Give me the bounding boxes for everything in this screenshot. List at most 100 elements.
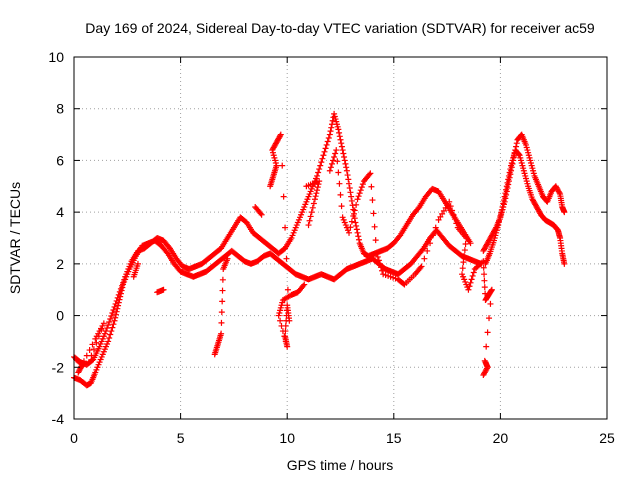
data-point — [515, 151, 522, 158]
x-tick-label: 25 — [599, 430, 615, 446]
data-point — [307, 213, 314, 220]
data-point — [487, 300, 494, 307]
data-point — [313, 190, 320, 197]
data-point — [300, 282, 307, 289]
data-point — [219, 276, 226, 283]
data-point — [451, 216, 458, 223]
data-point — [327, 164, 334, 171]
data-point — [107, 316, 114, 323]
data-point — [111, 317, 118, 324]
data-point — [368, 183, 375, 190]
data-point — [356, 190, 363, 197]
data-point — [346, 229, 353, 236]
data-point — [375, 257, 382, 264]
data-point — [421, 255, 428, 262]
data-point — [483, 343, 490, 350]
data-point — [507, 166, 514, 173]
data-point — [322, 145, 329, 152]
data-point — [279, 328, 286, 335]
data-point — [350, 206, 357, 213]
data-point — [279, 162, 286, 169]
data-point — [446, 198, 453, 205]
data-point — [561, 209, 568, 216]
data-point — [309, 204, 316, 211]
data-point — [482, 359, 489, 366]
data-point — [370, 210, 377, 217]
data-point — [347, 189, 354, 196]
data-point — [429, 232, 436, 239]
data-point — [396, 233, 403, 240]
data-point — [102, 328, 109, 335]
y-tick-label: 4 — [56, 204, 64, 220]
data-point — [104, 325, 111, 332]
data-point — [328, 160, 335, 167]
data-point — [258, 211, 265, 218]
data-point — [116, 288, 123, 295]
data-point — [466, 283, 473, 290]
data-point — [470, 269, 477, 276]
data-point — [503, 183, 510, 190]
data-point — [354, 196, 361, 203]
x-tick-label: 10 — [279, 430, 295, 446]
data-point — [219, 298, 226, 305]
data-point — [495, 219, 502, 226]
data-point — [331, 153, 338, 160]
data-point — [415, 205, 422, 212]
data-point — [427, 240, 434, 247]
data-point — [110, 321, 117, 328]
data-point — [165, 244, 172, 251]
data-point — [282, 338, 289, 345]
data-point — [310, 200, 317, 207]
data-point — [505, 176, 512, 183]
data-point — [351, 207, 358, 214]
data-point — [283, 317, 290, 324]
y-tick-label: -2 — [52, 359, 65, 375]
data-point — [89, 341, 96, 348]
data-point — [496, 216, 503, 223]
data-point — [284, 343, 291, 350]
data-point — [280, 193, 287, 200]
data-point — [346, 180, 353, 187]
data-point — [120, 279, 127, 286]
x-axis-label: GPS time / hours — [287, 457, 394, 473]
grid — [74, 57, 607, 419]
data-point — [326, 131, 333, 138]
data-point — [316, 166, 323, 173]
data-point — [353, 222, 360, 229]
data-point — [499, 203, 506, 210]
data-point — [419, 246, 426, 253]
data-point — [337, 136, 344, 143]
data-point — [504, 179, 511, 186]
data-point — [336, 180, 343, 187]
data-point — [367, 170, 374, 177]
data-point — [355, 236, 362, 243]
data-point — [467, 240, 474, 247]
data-point — [314, 184, 321, 191]
data-point — [459, 265, 466, 272]
y-axis-label: SDTVAR / TECUs — [7, 182, 23, 294]
data-point — [108, 313, 115, 320]
data-point — [88, 352, 95, 359]
data-point — [89, 357, 96, 364]
data-point — [338, 143, 345, 150]
data-point — [453, 220, 460, 227]
data-point — [556, 189, 563, 196]
data-point — [373, 250, 380, 257]
data-point — [95, 333, 102, 340]
data-point — [465, 286, 472, 293]
data-point — [484, 329, 491, 336]
data-point — [257, 210, 264, 217]
data-point — [447, 203, 454, 210]
data-point — [315, 169, 322, 176]
data-point — [366, 171, 373, 178]
data-point — [424, 247, 431, 254]
data-point — [400, 280, 407, 287]
data-point — [378, 264, 385, 271]
data-point — [283, 312, 290, 319]
data-point — [321, 148, 328, 155]
y-tick-label: -4 — [52, 411, 65, 427]
data-point — [90, 346, 97, 353]
data-point — [85, 359, 92, 366]
data-point — [480, 258, 487, 265]
data-point — [278, 322, 285, 329]
